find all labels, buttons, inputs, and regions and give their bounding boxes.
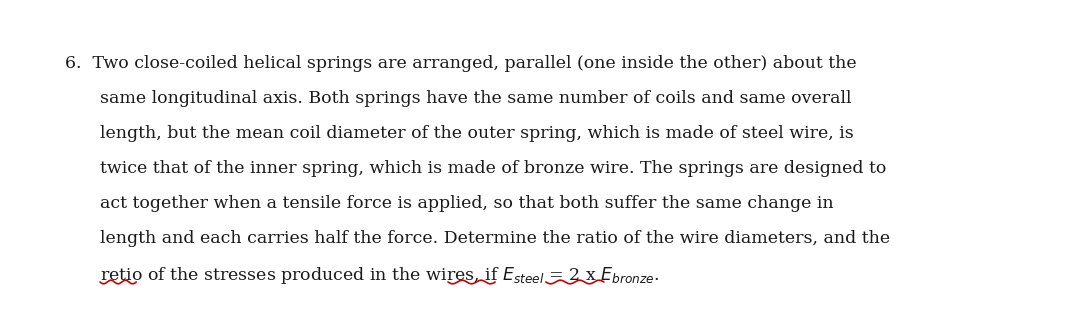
Text: retio of the stresses produced in the wires, if $\mathit{E}_{\mathit{steel}}$ = : retio of the stresses produced in the wi… — [100, 265, 660, 286]
Text: same longitudinal axis. Both springs have the same number of coils and same over: same longitudinal axis. Both springs hav… — [100, 90, 851, 107]
Text: twice that of the inner spring, which is made of bronze wire. The springs are de: twice that of the inner spring, which is… — [100, 160, 887, 177]
Text: act together when a tensile force is applied, so that both suffer the same chang: act together when a tensile force is app… — [100, 195, 834, 212]
Text: 6.  Two close-coiled helical springs are arranged, parallel (one inside the othe: 6. Two close-coiled helical springs are … — [65, 55, 856, 72]
Text: length, but the mean coil diameter of the outer spring, which is made of steel w: length, but the mean coil diameter of th… — [100, 125, 854, 142]
Text: length and each carries half the force. Determine the ratio of the wire diameter: length and each carries half the force. … — [100, 230, 890, 247]
